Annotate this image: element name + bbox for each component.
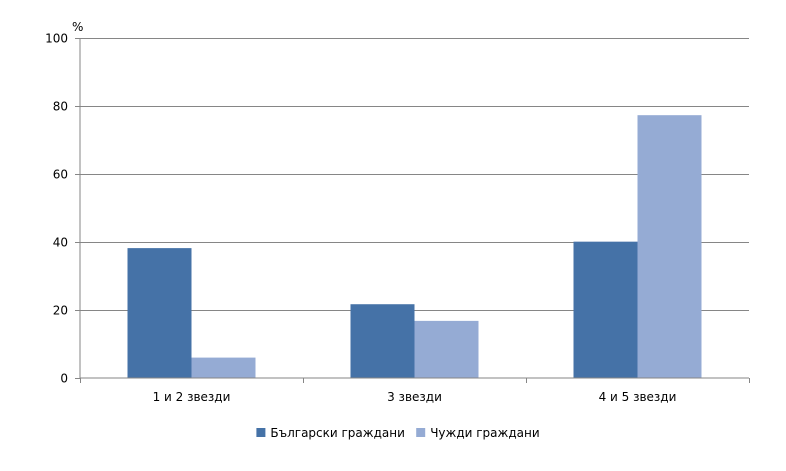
bar <box>573 241 638 378</box>
bar <box>191 357 256 378</box>
axes <box>79 38 749 379</box>
y-tick-label: 60 <box>53 168 68 182</box>
bar <box>414 320 479 378</box>
x-tick-labels: 1 и 2 звезди 3 звезди 4 и 5 звезди <box>80 378 750 404</box>
legend-label: Български граждани <box>270 426 405 440</box>
x-tick-label: 4 и 5 звезди <box>599 390 677 404</box>
y-tick-labels: 0 20 40 60 80 100 <box>45 32 80 386</box>
y-tick-label: 0 <box>60 372 68 386</box>
legend-swatch <box>256 428 266 437</box>
y-axis-unit-label: % <box>72 20 83 34</box>
bar <box>127 248 192 378</box>
y-tick-label: 100 <box>45 32 68 46</box>
y-tick-label: 80 <box>53 100 68 114</box>
x-tick-label: 3 звезди <box>387 390 442 404</box>
bar <box>637 115 702 379</box>
bars <box>127 115 702 379</box>
legend-swatch <box>416 428 426 437</box>
x-tick-label: 1 и 2 звезди <box>153 390 231 404</box>
y-tick-label: 40 <box>53 236 68 250</box>
legend: Български граждани Чужди граждани <box>256 426 540 440</box>
legend-label: Чужди граждани <box>430 426 539 440</box>
y-tick-label: 20 <box>53 304 68 318</box>
bar <box>350 304 415 378</box>
